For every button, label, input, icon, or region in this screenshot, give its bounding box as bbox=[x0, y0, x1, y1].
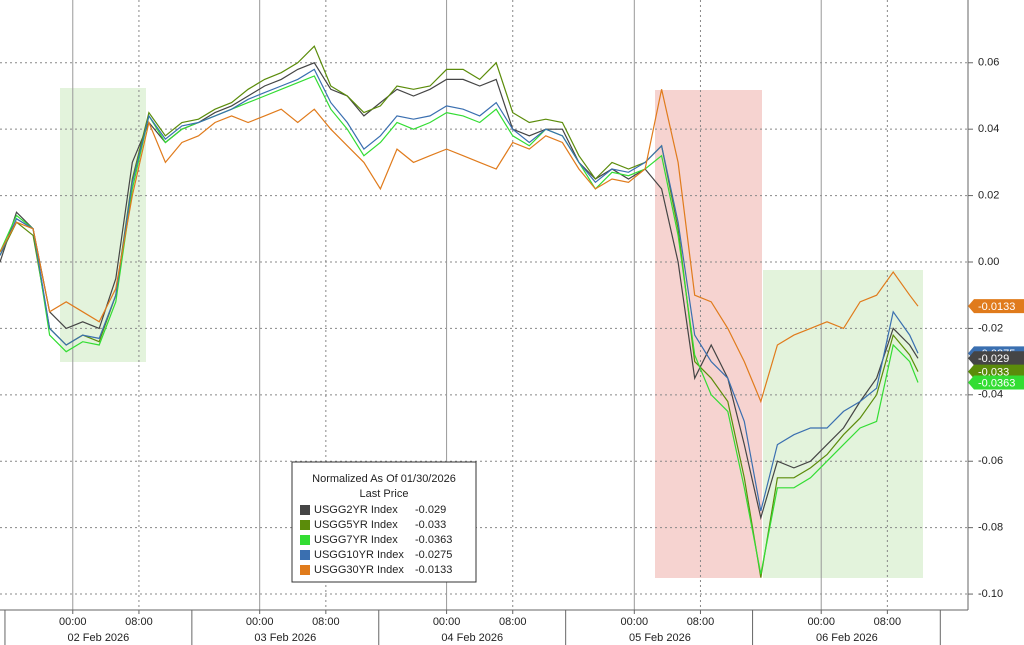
x-tick-label: 08:00 bbox=[125, 616, 153, 628]
series-line bbox=[0, 62, 919, 521]
legend-name: USGG10YR Index bbox=[314, 549, 404, 561]
lines bbox=[0, 45, 919, 578]
y-tick-label: -0.02 bbox=[978, 322, 1003, 334]
legend-name: USGG7YR Index bbox=[314, 534, 398, 546]
legend-name: USGG5YR Index bbox=[314, 519, 398, 531]
legend-box bbox=[291, 461, 477, 583]
y-tick-label: -0.10 bbox=[978, 588, 1003, 600]
value-tag bbox=[968, 351, 1024, 366]
series-line bbox=[0, 45, 919, 578]
legend: Normalized As Of 01/30/2026 Last Price U… bbox=[291, 461, 477, 583]
grid bbox=[0, 0, 968, 610]
value-tag-label: -0.033 bbox=[978, 366, 1009, 378]
x-tick-label: 00:00 bbox=[433, 616, 461, 628]
legend-swatch bbox=[300, 550, 310, 560]
legend-title: Normalized As Of 01/30/2026 bbox=[312, 473, 456, 485]
x-tick-label: 00:00 bbox=[807, 616, 835, 628]
legend-value: -0.0133 bbox=[415, 564, 452, 576]
legend-value: -0.029 bbox=[415, 504, 446, 516]
axis: 0.06 0.04 0.02 0.00 -0.02 -0.04 -0.06 -0.08 -0.1… bbox=[4, 57, 1003, 645]
value-tags: -0.0275-0.029-0.033-0.0363-0.0133 bbox=[968, 299, 1024, 390]
value-tag-label: -0.029 bbox=[978, 353, 1009, 365]
series-line bbox=[0, 68, 919, 512]
x-tick-label: 00:00 bbox=[246, 616, 274, 628]
x-tick-label: 00:00 bbox=[621, 616, 649, 628]
value-tag bbox=[968, 364, 1024, 379]
x-tick-label: 08:00 bbox=[874, 616, 902, 628]
legend-value: -0.033 bbox=[415, 519, 446, 531]
y-tick-label: 0.02 bbox=[978, 189, 999, 201]
x-tick-label: 00:00 bbox=[59, 616, 87, 628]
value-tag-label: -0.0363 bbox=[978, 377, 1015, 389]
legend-value: -0.0363 bbox=[415, 534, 452, 546]
series-line bbox=[0, 89, 919, 404]
y-tick-label: 0.00 bbox=[978, 256, 999, 268]
y-tick-label: -0.08 bbox=[978, 522, 1003, 534]
value-tag bbox=[968, 299, 1024, 314]
y-tick-label: 0.06 bbox=[978, 57, 999, 69]
y-tick-label: 0.04 bbox=[978, 123, 999, 135]
x-day-label: 03 Feb 2026 bbox=[254, 632, 316, 644]
x-tick-label: 08:00 bbox=[312, 616, 340, 628]
x-day-label: 06 Feb 2026 bbox=[816, 632, 878, 644]
x-day-label: 05 Feb 2026 bbox=[629, 632, 691, 644]
legend-swatch bbox=[300, 520, 310, 530]
x-day-label: 04 Feb 2026 bbox=[441, 632, 503, 644]
legend-value: -0.0275 bbox=[415, 549, 452, 561]
highlight-green bbox=[763, 270, 923, 578]
y-tick-label: -0.04 bbox=[978, 389, 1003, 401]
legend-name: USGG2YR Index bbox=[314, 504, 398, 516]
legend-swatch bbox=[300, 565, 310, 575]
value-tag bbox=[968, 375, 1024, 390]
series-line bbox=[0, 75, 919, 575]
y-tick-label: -0.06 bbox=[978, 455, 1003, 467]
x-tick-label: 08:00 bbox=[499, 616, 527, 628]
legend-subtitle: Last Price bbox=[360, 488, 409, 500]
x-day-label: 02 Feb 2026 bbox=[68, 632, 130, 644]
legend-swatch bbox=[300, 505, 310, 515]
legend-name: USGG30YR Index bbox=[314, 564, 404, 576]
value-tag-label: -0.0133 bbox=[978, 301, 1015, 313]
highlight-red bbox=[655, 90, 762, 578]
legend-swatch bbox=[300, 535, 310, 545]
x-tick-label: 08:00 bbox=[687, 616, 715, 628]
